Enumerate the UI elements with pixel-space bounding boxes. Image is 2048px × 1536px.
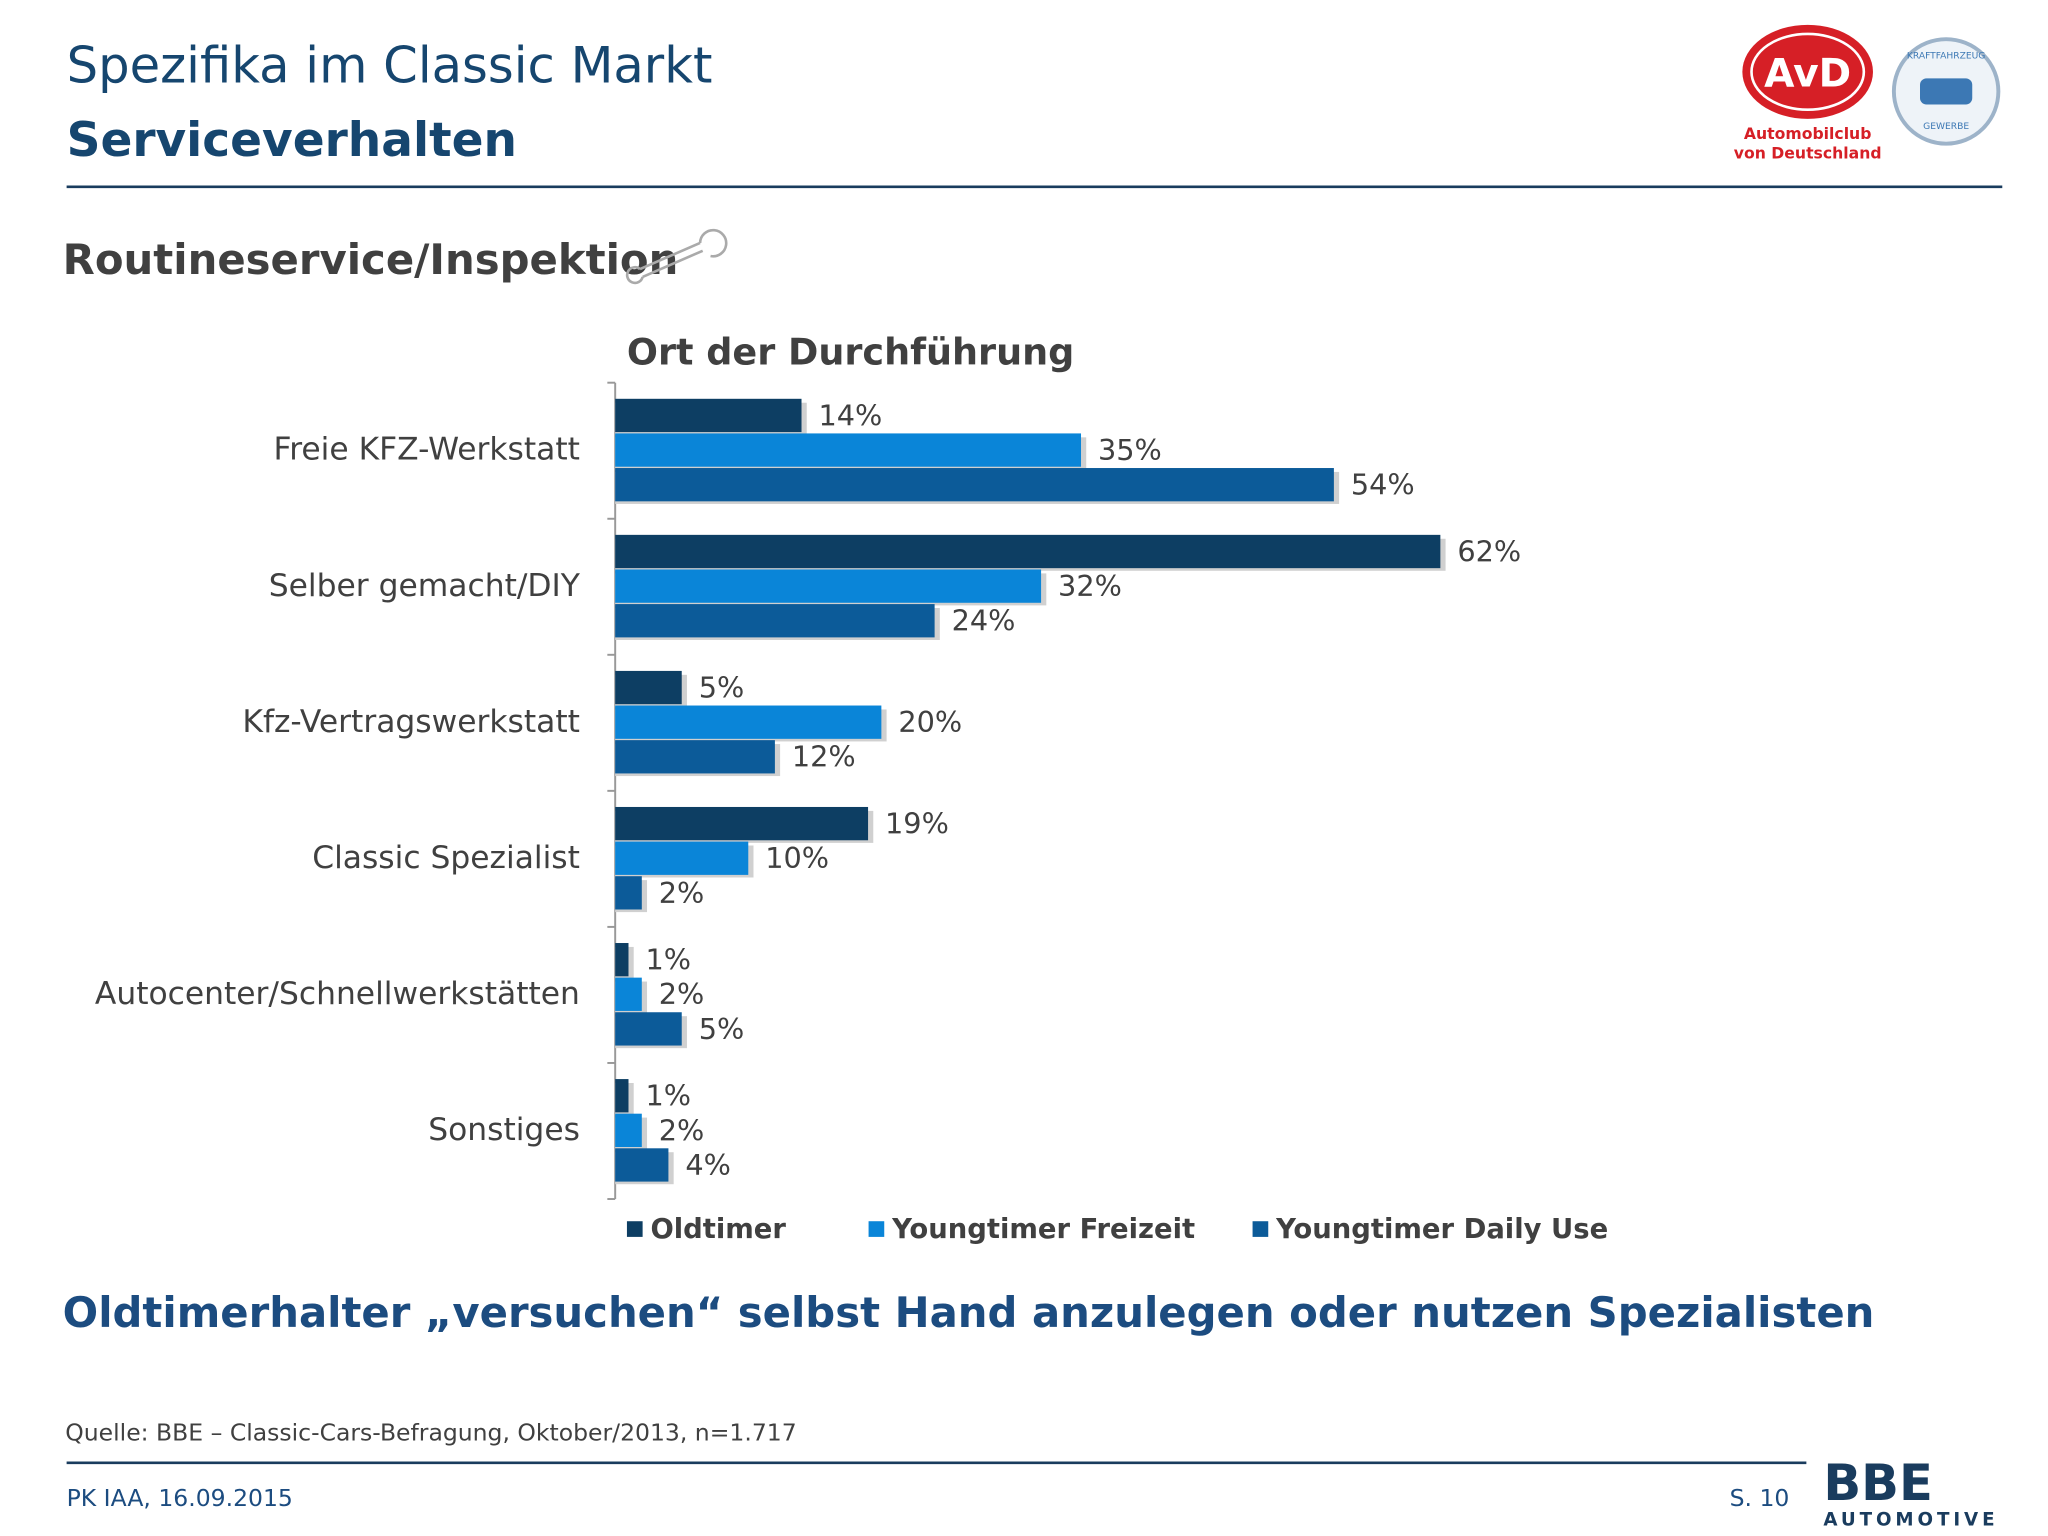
bar (615, 943, 629, 977)
avd-caption: Automobilclub (1744, 124, 1872, 143)
bar (615, 569, 1042, 603)
slide-subtitle: Serviceverhalten (67, 113, 517, 168)
value-label: 1% (645, 1079, 691, 1113)
value-label: 32% (1058, 569, 1122, 603)
value-label: 2% (659, 876, 705, 910)
bar (615, 468, 1334, 502)
category-label: Sonstiges (428, 1112, 580, 1148)
bar (615, 1148, 669, 1182)
section-title: Routineservice/Inspektion (63, 235, 679, 284)
bar (615, 534, 1441, 569)
kfz-text: GEWERBE (1923, 122, 1969, 132)
value-label: 20% (898, 705, 962, 739)
value-label: 35% (1098, 433, 1162, 467)
value-label: 62% (1457, 534, 1521, 568)
legend-label: Oldtimer (650, 1214, 786, 1245)
chart: Freie KFZ-Werkstatt 14% 35% 54% Selber gemac… (95, 381, 1608, 1245)
bar (615, 876, 642, 910)
bar (615, 841, 749, 875)
footer-left: PK IAA, 16.09.2015 (67, 1484, 293, 1512)
value-label: 5% (699, 671, 745, 705)
category-label: Freie KFZ-Werkstatt (273, 432, 579, 468)
legend-label: Youngtimer Daily Use (1275, 1214, 1608, 1245)
avd-ring (1750, 32, 1866, 112)
bar (615, 806, 869, 841)
value-label: 54% (1351, 468, 1415, 502)
page-number: S. 10 (1730, 1484, 1790, 1512)
category-label: Selber gemacht/DIY (269, 568, 581, 604)
bar (615, 604, 935, 638)
bar (615, 1012, 682, 1046)
bar (615, 433, 1082, 467)
bar (615, 398, 802, 433)
legend-label: Youngtimer Freizeit (891, 1214, 1195, 1245)
bar (615, 740, 775, 774)
bar (615, 977, 642, 1011)
value-label: 14% (818, 398, 882, 432)
value-label: 4% (685, 1148, 731, 1182)
kfz-text: KRAFTFAHRZEUG (1907, 52, 1985, 62)
avd-text: AvD (1764, 51, 1851, 96)
conclusion: Oldtimerhalter „versuchen“ selbst Hand a… (63, 1288, 1875, 1337)
background (10, 0, 2038, 1536)
value-label: 1% (645, 943, 691, 977)
category-label: Autocenter/Schnellwerkstätten (95, 976, 580, 1012)
avd-caption: von Deutschland (1734, 144, 1882, 163)
slide-title: Spezifika im Classic Markt (67, 37, 713, 95)
value-label: 2% (659, 977, 705, 1011)
bar (615, 670, 682, 705)
legend-swatch (626, 1221, 643, 1237)
avd-logo (1742, 24, 1873, 119)
kfz-car (1920, 78, 1973, 105)
value-label: 2% (659, 1113, 705, 1147)
bar (615, 1079, 629, 1113)
value-label: 19% (885, 807, 949, 841)
category-label: Classic Spezialist (312, 840, 580, 876)
legend-swatch (868, 1221, 885, 1237)
bbe-sub: AUTOMOTIVE (1823, 1509, 1998, 1530)
value-label: 5% (699, 1012, 745, 1046)
value-label: 24% (952, 604, 1016, 638)
chart-title: Ort der Durchführung (627, 330, 1074, 373)
legend-swatch (1252, 1221, 1269, 1237)
bbe-logo: BBE (1823, 1454, 1933, 1512)
bar (615, 1113, 642, 1147)
source: Quelle: BBE – Classic-Cars-Befragung, Ok… (65, 1419, 796, 1447)
category-label: Kfz-Vertragswerkstatt (242, 704, 580, 740)
value-label: 10% (765, 841, 829, 875)
bar (615, 705, 882, 739)
wrench-icon (625, 228, 728, 285)
value-label: 12% (792, 740, 856, 774)
